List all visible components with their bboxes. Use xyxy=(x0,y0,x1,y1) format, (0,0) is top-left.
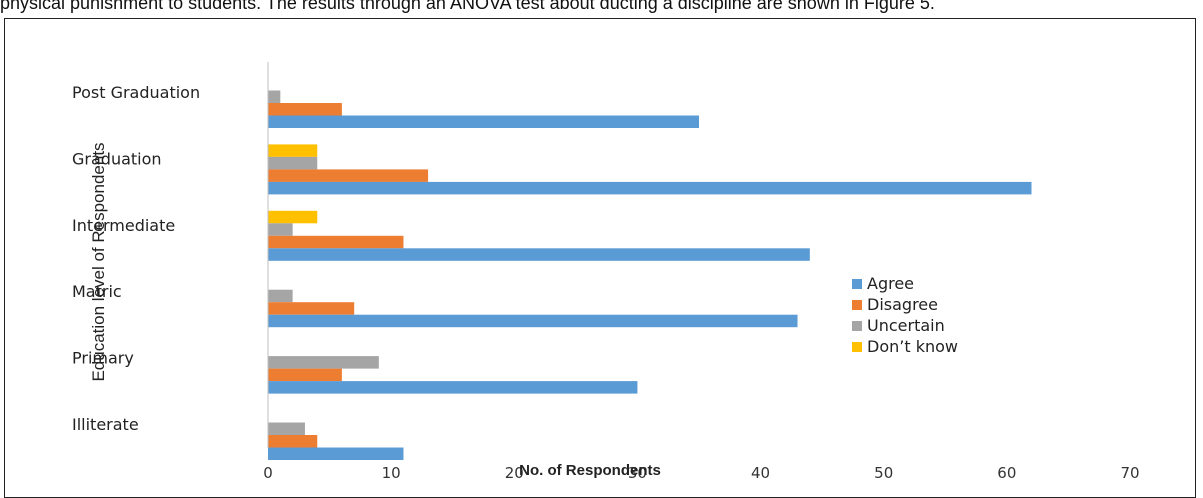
bar-uncertain-illiterate xyxy=(268,422,305,435)
bar-agree-primary xyxy=(268,381,638,394)
category-label-intermediate: Intermediate xyxy=(72,216,175,235)
category-label-illiterate: Illiterate xyxy=(72,415,139,434)
bar-uncertain-intermediate xyxy=(268,223,293,236)
x-tick-20: 20 xyxy=(505,464,524,482)
bar-disagree-matric xyxy=(268,302,355,315)
bar-uncertain-post-graduation xyxy=(268,90,281,103)
bar-agree-matric xyxy=(268,314,798,328)
bars-layer xyxy=(268,90,1032,460)
x-tick-0: 0 xyxy=(263,464,273,482)
legend-label-don-t-know: Don’t know xyxy=(867,337,958,356)
bar-uncertain-matric xyxy=(268,289,293,303)
legend-swatch-don-t-know xyxy=(852,342,862,352)
x-tick-70: 70 xyxy=(1120,464,1139,482)
x-tick-50: 50 xyxy=(874,464,893,482)
bar-disagree-graduation xyxy=(268,169,429,182)
bar-agree-graduation xyxy=(268,181,1032,195)
x-tick-10: 10 xyxy=(382,464,401,482)
bar-disagree-intermediate xyxy=(268,235,404,249)
legend-swatch-uncertain xyxy=(852,321,862,331)
caption-fragment: physical punishment to students. The res… xyxy=(0,0,935,13)
bar-chart: Post Graduation Graduation Intermediate Mat… xyxy=(72,62,1140,482)
x-tick-labels: 0 10 20 30 40 50 60 70 xyxy=(263,464,1139,482)
y-axis-label: Education level of Respondents xyxy=(89,142,108,381)
bar-don-t-know-graduation xyxy=(268,144,318,157)
bar-disagree-post-graduation xyxy=(268,103,342,116)
legend: Agree Disagree Uncertain Don’t know xyxy=(852,274,958,356)
x-axis-label: No. of Respondents xyxy=(519,462,661,479)
x-tick-40: 40 xyxy=(751,464,770,482)
legend-swatch-disagree xyxy=(852,300,862,310)
legend-swatch-agree xyxy=(852,279,862,289)
bar-agree-illiterate xyxy=(268,447,404,460)
category-label-primary: Primary xyxy=(72,349,134,368)
category-label-matric: Matric xyxy=(72,282,122,301)
bar-don-t-know-intermediate xyxy=(268,210,318,224)
category-label-graduation: Graduation xyxy=(72,149,162,168)
x-tick-30: 30 xyxy=(628,464,647,482)
legend-label-agree: Agree xyxy=(867,274,914,293)
bar-agree-post-graduation xyxy=(268,115,699,128)
category-labels: Post Graduation Graduation Intermediate Mat… xyxy=(72,83,200,434)
bar-disagree-primary xyxy=(268,368,342,382)
legend-label-disagree: Disagree xyxy=(867,295,938,314)
bar-agree-intermediate xyxy=(268,248,810,261)
bar-disagree-illiterate xyxy=(268,435,318,448)
x-tick-60: 60 xyxy=(997,464,1016,482)
bar-uncertain-primary xyxy=(268,356,379,369)
category-label-post-graduation: Post Graduation xyxy=(72,83,200,102)
bar-uncertain-graduation xyxy=(268,156,318,170)
legend-label-uncertain: Uncertain xyxy=(867,316,945,335)
